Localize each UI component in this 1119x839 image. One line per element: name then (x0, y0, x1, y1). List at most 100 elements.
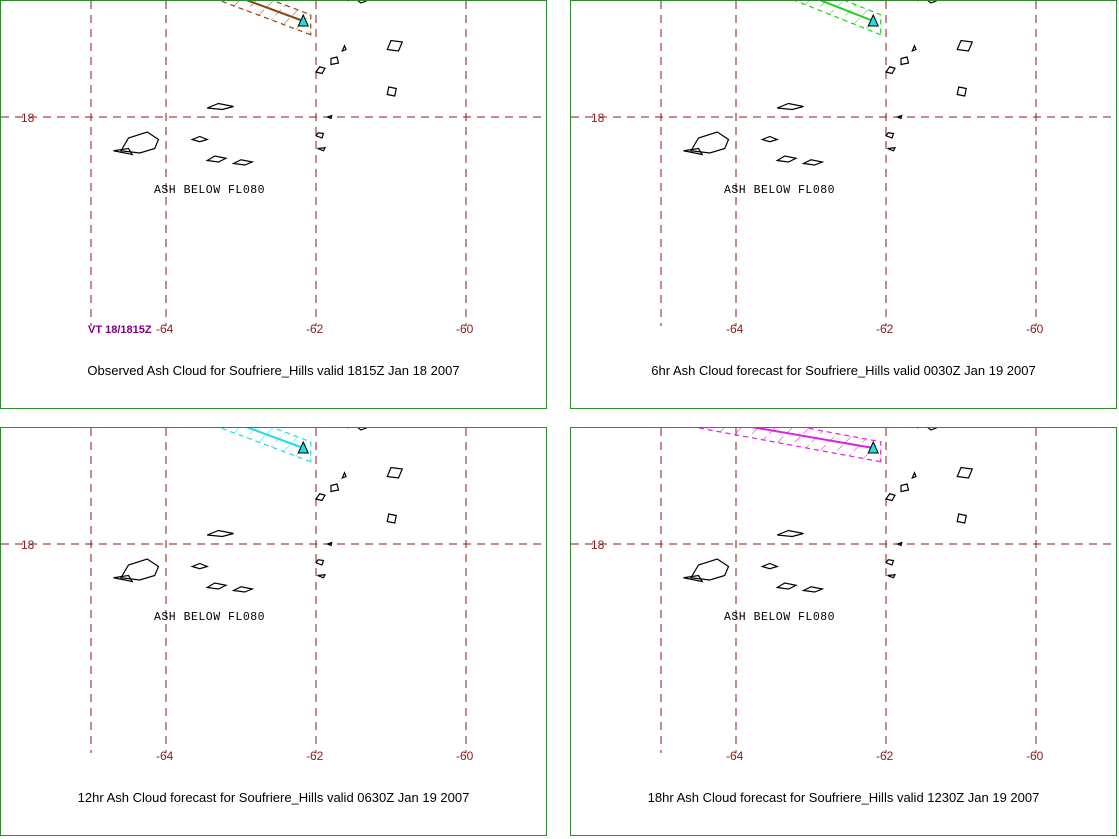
lon-label: -62 (876, 749, 894, 763)
coastline (113, 574, 134, 583)
ash-below-label: ASH BELOW FL080 (154, 611, 265, 624)
lon-label: -60 (1026, 749, 1044, 763)
coastline (205, 582, 228, 590)
ash-cloud-area (794, 1, 882, 36)
caption-18hr: 18hr Ash Cloud forecast for Soufriere_Hi… (647, 790, 1040, 805)
coastline (911, 44, 917, 53)
ash-below-label: ASH BELOW FL080 (154, 184, 265, 197)
coastline (801, 586, 825, 593)
coastline (683, 574, 704, 583)
coastline (231, 159, 255, 166)
coastline (956, 39, 974, 52)
coastline (895, 541, 903, 547)
ash-cloud-area (695, 428, 882, 463)
coastline (205, 155, 228, 163)
lon-label: -64 (726, 749, 744, 763)
coastline (317, 147, 327, 152)
coastline (190, 135, 210, 143)
lon-label: -62 (306, 749, 324, 763)
coastline (325, 541, 333, 547)
lon-label: -60 (1026, 322, 1044, 336)
coastline (887, 574, 897, 579)
coastline (190, 562, 210, 570)
coastline (330, 56, 340, 66)
coastline (956, 466, 974, 479)
coastline (386, 39, 404, 52)
coastline (885, 559, 895, 566)
lat-label: 18 (21, 538, 35, 552)
caption-observed: Observed Ash Cloud for Soufriere_Hills v… (87, 363, 460, 378)
coastline (207, 529, 234, 538)
ash-cloud-axis (246, 1, 304, 22)
ash-below-label: ASH BELOW FL080 (724, 184, 835, 197)
coastline (386, 513, 397, 524)
coastline (346, 428, 368, 431)
coastline (314, 66, 326, 75)
coastline (801, 159, 825, 166)
volcano-icon (297, 440, 310, 454)
lon-label: -64 (156, 322, 174, 336)
coastline (895, 114, 903, 120)
lat-label: 18 (591, 111, 605, 125)
coastline (120, 558, 160, 581)
coastline (317, 574, 327, 579)
coastline (885, 132, 895, 139)
lon-label: -62 (876, 322, 894, 336)
coastline (690, 558, 730, 581)
lon-label: -60 (456, 322, 474, 336)
coastline (884, 493, 896, 502)
caption-6hr: 6hr Ash Cloud forecast for Soufriere_Hil… (651, 363, 1036, 378)
volcano-icon (867, 440, 880, 454)
coastline (916, 1, 938, 4)
coastline (956, 513, 967, 524)
coastline (956, 86, 967, 97)
coastline (900, 56, 910, 66)
coastline (315, 559, 325, 566)
lat-label: 18 (591, 538, 605, 552)
coastline (690, 131, 730, 154)
coastline (760, 562, 780, 570)
ash-below-label: ASH BELOW FL080 (724, 611, 835, 624)
coastline (231, 586, 255, 593)
caption-12hr: 12hr Ash Cloud forecast for Soufriere_Hi… (77, 790, 470, 805)
coastline (760, 135, 780, 143)
coastline (900, 483, 910, 493)
coastline (916, 428, 938, 431)
coastline (777, 529, 804, 538)
lon-label: -64 (726, 322, 744, 336)
coastline (346, 1, 368, 4)
coastline (341, 471, 347, 480)
coastline (777, 102, 804, 111)
coastline (314, 493, 326, 502)
volcano-icon (297, 13, 310, 27)
coastline (325, 114, 333, 120)
coastline (683, 147, 704, 156)
coastline (120, 131, 160, 154)
coastline (887, 147, 897, 152)
lon-label: -62 (306, 322, 324, 336)
lat-label: 18 (21, 111, 35, 125)
coastline (775, 582, 798, 590)
coastline (775, 155, 798, 163)
coastline (341, 44, 347, 53)
coastline (911, 471, 917, 480)
coastline (113, 147, 134, 156)
coastline (386, 86, 397, 97)
ash-cloud-area (219, 428, 312, 463)
ash-cloud-axis (819, 1, 874, 22)
coastline (884, 66, 896, 75)
valid-time-label: VT 18/1815Z (88, 324, 152, 336)
coastline (386, 466, 404, 479)
coastline (330, 483, 340, 493)
volcano-icon (867, 13, 880, 27)
ash-cloud-axis (751, 428, 874, 449)
coastline (207, 102, 234, 111)
